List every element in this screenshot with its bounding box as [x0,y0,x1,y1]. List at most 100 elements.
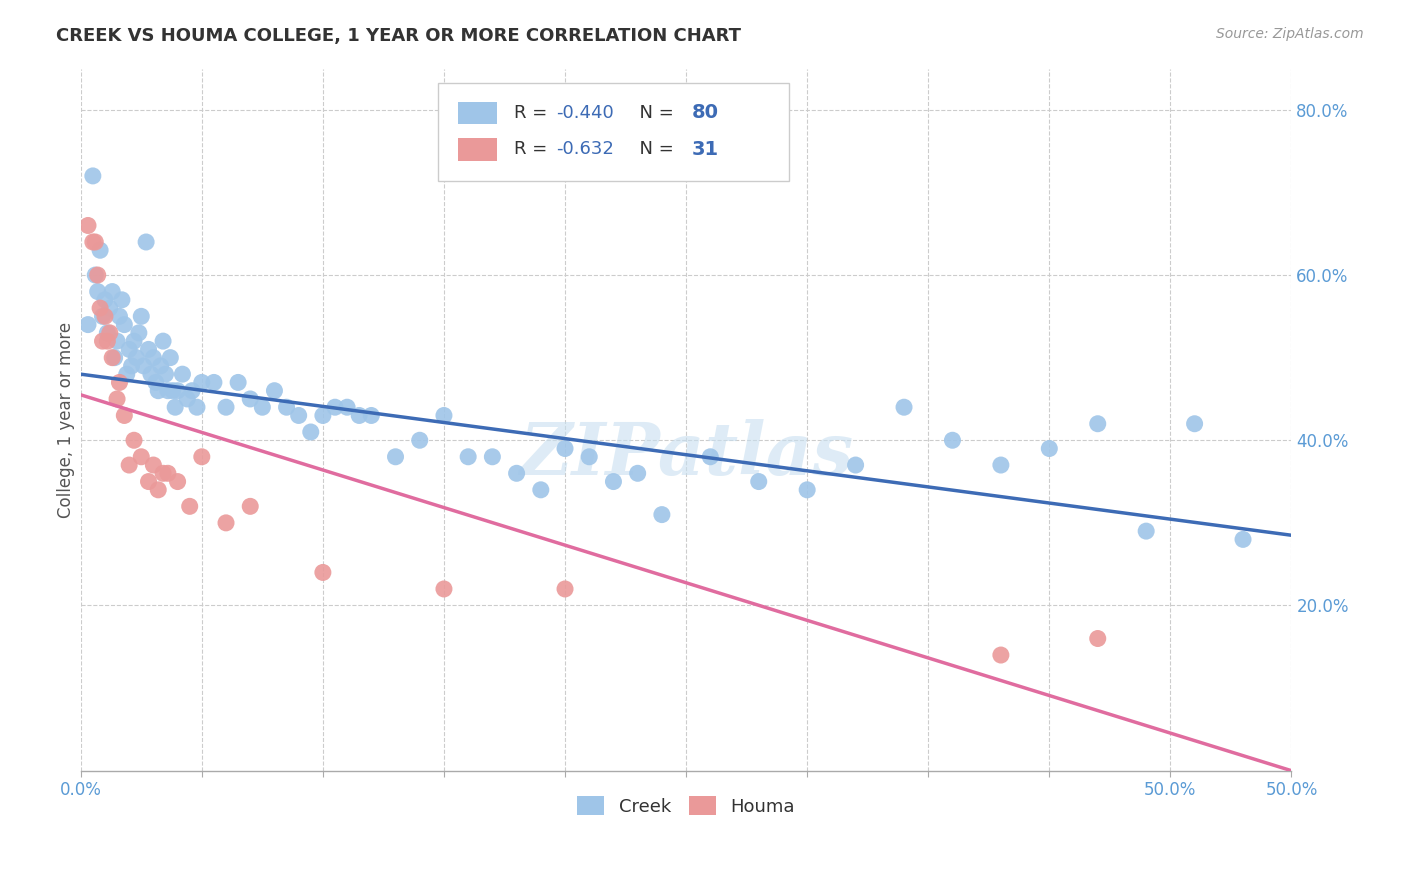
Text: CREEK VS HOUMA COLLEGE, 1 YEAR OR MORE CORRELATION CHART: CREEK VS HOUMA COLLEGE, 1 YEAR OR MORE C… [56,27,741,45]
Point [941,434,963,448]
Text: ZIPatlas: ZIPatlas [519,419,853,491]
Point [142,458,165,472]
Point [105,392,128,406]
Point [252,401,274,415]
Point [148,483,170,497]
Point [115,367,138,381]
Point [152,334,174,348]
Point [276,401,298,415]
Point [1038,442,1060,456]
Point [384,450,406,464]
Point [578,450,600,464]
Point [104,351,127,365]
Point [191,450,214,464]
Point [159,351,181,365]
Text: 31: 31 [692,140,720,159]
Point [118,343,141,357]
Legend: Creek, Houma: Creek, Houma [568,788,804,825]
Point [139,367,162,381]
Point [122,434,145,448]
Point [347,409,370,423]
Point [138,343,160,357]
Text: R =: R = [515,103,553,121]
Point [89,301,111,315]
Point [990,648,1012,662]
Point [118,458,141,472]
Point [156,467,179,481]
Point [699,450,721,464]
Point [457,450,479,464]
Point [226,376,249,390]
Point [845,458,868,472]
Y-axis label: College, 1 year or more: College, 1 year or more [58,321,75,517]
Point [77,219,100,233]
Point [142,351,165,365]
Point [152,467,174,481]
Point [360,409,382,423]
Point [796,483,818,497]
Point [191,376,214,390]
Text: N =: N = [628,140,679,158]
Point [121,359,143,373]
Point [263,384,285,398]
Point [554,442,576,456]
Point [176,392,198,406]
Point [166,475,188,489]
Text: Source: ZipAtlas.com: Source: ZipAtlas.com [1216,27,1364,41]
Point [82,235,104,249]
Point [111,293,134,307]
Point [112,318,135,332]
Point [155,367,177,381]
Point [165,401,187,415]
Point [77,318,100,332]
Text: N =: N = [628,103,679,121]
Point [132,359,155,373]
Text: -0.440: -0.440 [557,103,614,121]
Point [84,268,107,282]
Point [312,566,335,580]
Point [481,450,503,464]
Point [1087,632,1109,646]
Point [1184,417,1206,431]
Point [149,359,172,373]
Point [287,409,309,423]
Point [530,483,553,497]
Point [94,310,117,324]
Point [505,467,527,481]
Point [96,326,118,340]
Point [82,169,104,183]
Point [627,467,650,481]
Point [101,351,124,365]
Point [145,376,167,390]
FancyBboxPatch shape [458,102,498,124]
Point [215,516,238,530]
Point [166,384,188,398]
Point [129,450,152,464]
Point [148,384,170,398]
Point [893,401,915,415]
Point [299,425,322,439]
Point [156,384,179,398]
Point [96,334,118,348]
Point [129,310,152,324]
Point [312,409,335,423]
Point [336,401,359,415]
Point [186,401,208,415]
Point [125,351,148,365]
Point [94,293,117,307]
FancyBboxPatch shape [437,83,789,181]
Point [239,500,262,514]
Point [86,285,108,299]
Point [409,434,432,448]
Point [179,500,201,514]
Point [84,235,107,249]
Point [135,235,157,249]
Point [602,475,624,489]
Point [215,401,238,415]
Point [91,310,114,324]
Text: R =: R = [515,140,553,158]
Point [748,475,770,489]
Point [1087,417,1109,431]
Point [239,392,262,406]
Point [181,384,204,398]
